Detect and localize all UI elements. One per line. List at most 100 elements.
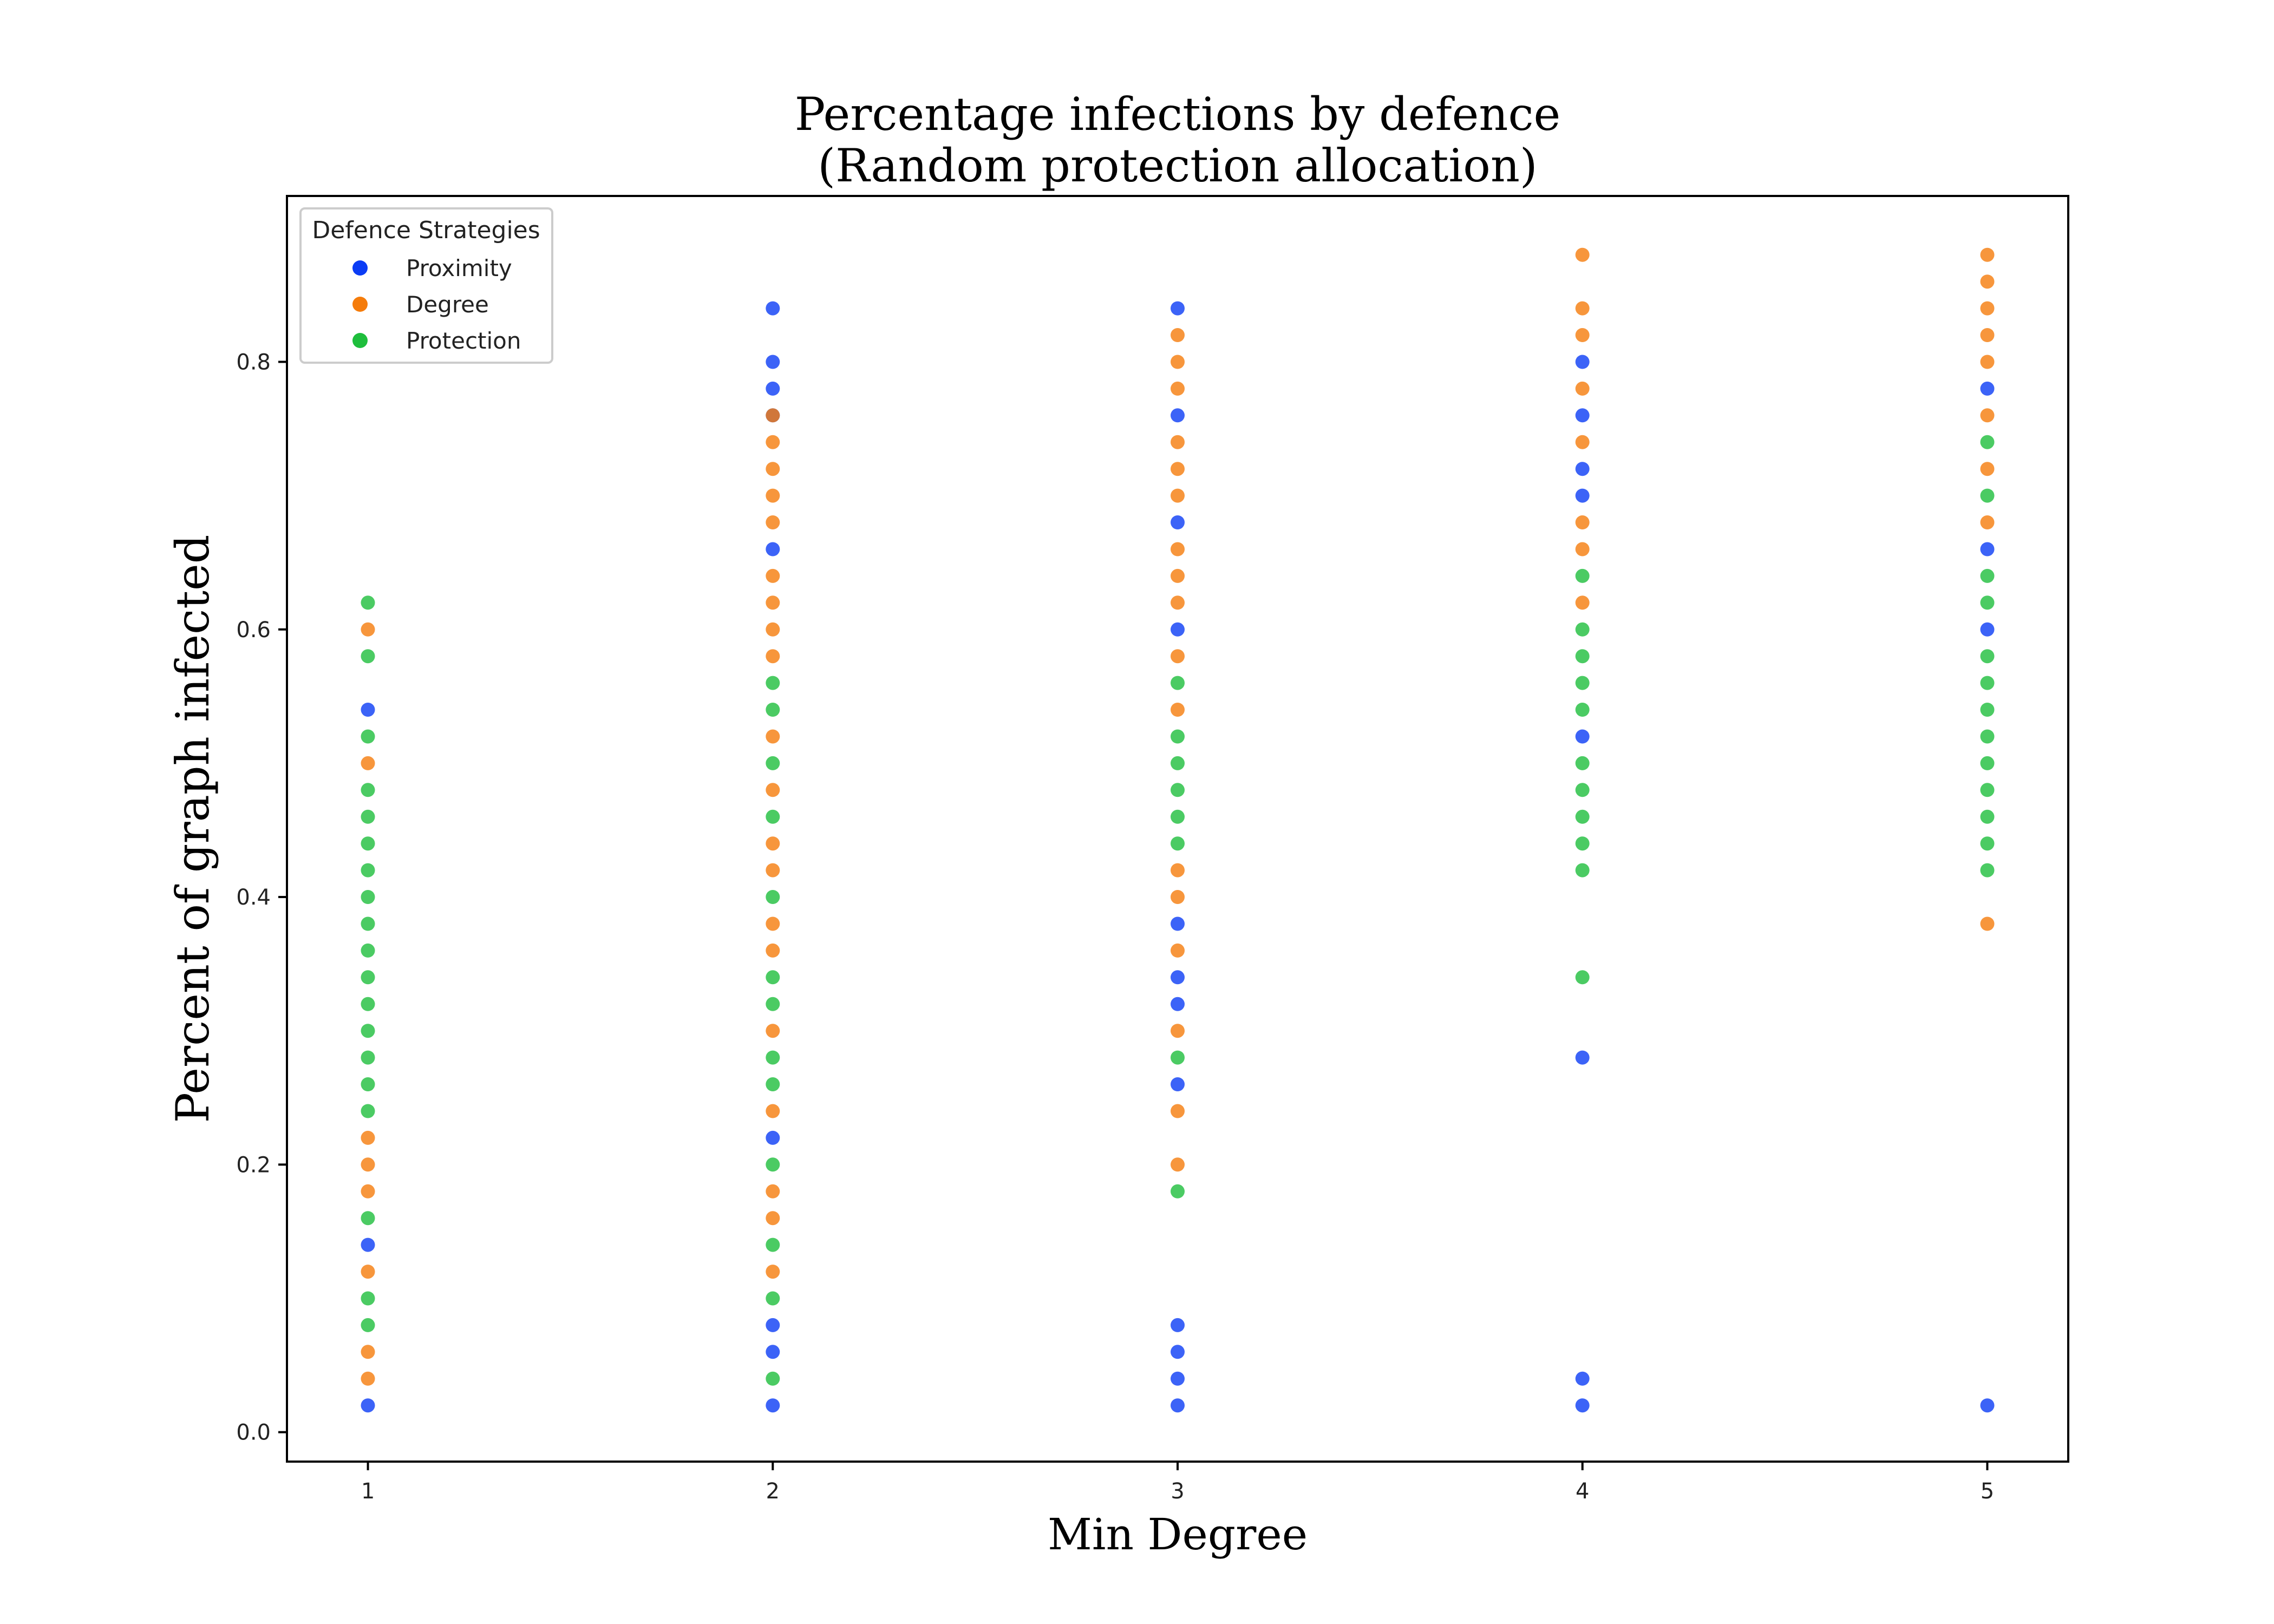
point-degree-46 <box>1575 542 1590 556</box>
legend-label-degree: Degree <box>406 291 489 318</box>
legend-box <box>299 207 553 364</box>
point-degree-4 <box>361 1157 375 1172</box>
point-degree-50 <box>1575 328 1590 342</box>
point-proximity-11 <box>766 301 780 316</box>
legend-label-protection: Protection <box>406 328 521 354</box>
point-proximity-23 <box>1171 301 1185 316</box>
point-degree-42 <box>1171 381 1185 396</box>
y-axis-label: Percent of graph infected <box>166 535 219 1123</box>
x-tick-label-0: 1 <box>361 1479 375 1504</box>
point-protection-49 <box>1575 622 1590 637</box>
point-protection-47 <box>1575 676 1590 690</box>
point-protection-45 <box>1575 756 1590 770</box>
point-protection-33 <box>1171 1050 1185 1065</box>
point-proximity-26 <box>1575 1050 1590 1065</box>
point-protection-8 <box>361 970 375 985</box>
point-degree-33 <box>1171 863 1185 878</box>
point-proximity-27 <box>1575 729 1590 744</box>
point-protection-3 <box>361 1104 375 1118</box>
point-degree-41 <box>1171 435 1185 449</box>
point-proximity-19 <box>1171 916 1185 931</box>
point-protection-23 <box>766 1077 780 1091</box>
point-proximity-24 <box>1575 1398 1590 1413</box>
point-degree-11 <box>766 1104 780 1118</box>
point-degree-53 <box>1980 916 1995 931</box>
point-degree-9 <box>766 1211 780 1226</box>
point-proximity-5 <box>766 1318 780 1332</box>
point-protection-13 <box>361 836 375 851</box>
point-degree-28 <box>1171 1157 1185 1172</box>
point-degree-13 <box>766 943 780 958</box>
point-degree-27 <box>766 408 780 423</box>
point-protection-48 <box>1575 649 1590 664</box>
point-degree-12 <box>766 1024 780 1038</box>
point-proximity-15 <box>1171 1318 1185 1332</box>
point-protection-2 <box>361 1211 375 1226</box>
y-tick-label-1: 0.2 <box>236 1152 271 1177</box>
point-degree-1 <box>361 1345 375 1359</box>
point-degree-47 <box>1575 515 1590 529</box>
point-protection-31 <box>766 676 780 690</box>
point-degree-48 <box>1575 435 1590 449</box>
x-axis-label: Min Degree <box>1048 1509 1308 1560</box>
x-tick-label-1: 2 <box>766 1479 780 1504</box>
point-degree-15 <box>766 863 780 878</box>
y-axis: 0.0 0.2 0.4 0.6 0.8 <box>236 350 287 1445</box>
point-proximity-25 <box>1575 1371 1590 1386</box>
point-degree-30 <box>1171 1024 1185 1038</box>
point-protection-34 <box>1171 836 1185 851</box>
point-degree-5 <box>361 1130 375 1145</box>
point-protection-59 <box>1980 649 1995 664</box>
point-degree-49 <box>1575 381 1590 396</box>
chart-title-line-1: Percentage infections by defence <box>795 88 1560 141</box>
point-degree-60 <box>1980 274 1995 289</box>
point-degree-6 <box>361 756 375 770</box>
point-protection-6 <box>361 1024 375 1038</box>
point-protection-25 <box>766 997 780 1011</box>
point-proximity-34 <box>1980 542 1995 556</box>
x-tick-label-2: 3 <box>1171 1479 1184 1504</box>
point-degree-21 <box>766 595 780 610</box>
point-degree-59 <box>1980 301 1995 316</box>
point-degree-7 <box>361 622 375 637</box>
point-degree-25 <box>766 462 780 476</box>
legend: Defence Strategies Proximity Degree Protec… <box>299 207 553 364</box>
point-protection-1 <box>361 1291 375 1306</box>
point-protection-24 <box>766 1050 780 1065</box>
point-degree-22 <box>766 568 780 583</box>
point-degree-29 <box>1171 1104 1185 1118</box>
point-proximity-2 <box>361 703 375 717</box>
points-layer <box>361 247 1995 1413</box>
point-protection-30 <box>766 703 780 717</box>
point-degree-18 <box>766 729 780 744</box>
point-protection-53 <box>1980 809 1995 824</box>
point-protection-51 <box>1980 863 1995 878</box>
point-protection-5 <box>361 1050 375 1065</box>
point-protection-17 <box>361 649 375 664</box>
point-proximity-35 <box>1980 381 1995 396</box>
point-proximity-28 <box>1575 488 1590 503</box>
legend-marker-degree <box>352 297 368 312</box>
point-protection-44 <box>1575 783 1590 797</box>
point-proximity-12 <box>1171 1398 1185 1413</box>
point-protection-40 <box>1575 970 1590 985</box>
point-protection-28 <box>766 809 780 824</box>
point-proximity-30 <box>1575 408 1590 423</box>
point-protection-42 <box>1575 836 1590 851</box>
point-protection-54 <box>1980 783 1995 797</box>
point-degree-51 <box>1575 301 1590 316</box>
point-degree-3 <box>361 1184 375 1199</box>
point-protection-20 <box>766 1291 780 1306</box>
point-protection-9 <box>361 943 375 958</box>
y-tick-label-2: 0.4 <box>236 885 271 910</box>
point-degree-17 <box>766 783 780 797</box>
point-proximity-6 <box>766 1130 780 1145</box>
point-proximity-4 <box>766 1345 780 1359</box>
point-protection-63 <box>1980 435 1995 449</box>
point-protection-21 <box>766 1237 780 1252</box>
point-degree-38 <box>1171 542 1185 556</box>
point-protection-38 <box>1171 729 1185 744</box>
point-proximity-3 <box>766 1398 780 1413</box>
y-tick-label-3: 0.6 <box>236 618 271 643</box>
point-protection-35 <box>1171 809 1185 824</box>
